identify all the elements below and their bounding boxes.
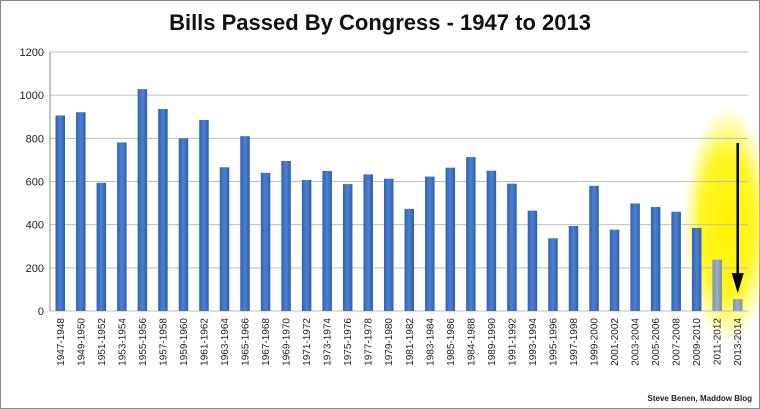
bar-1947-1948	[55, 115, 66, 311]
bar-1985-1986	[445, 167, 456, 311]
x-tick-label: 1967-1968	[261, 318, 272, 366]
bar-1965-1966	[240, 136, 250, 311]
bar-1979-1980	[383, 178, 394, 311]
x-tick-label: 2007-2008	[672, 318, 683, 366]
y-tick-label: 600	[26, 177, 44, 189]
x-tick-label: 1951-1952	[97, 318, 108, 366]
bar-1999-2000	[589, 185, 599, 311]
bar-1959-1960	[178, 138, 189, 311]
x-tick-label: 1975-1976	[343, 318, 354, 366]
x-tick-label: 1973-1974	[323, 318, 334, 366]
x-tick-label: 1983-1984	[425, 318, 436, 366]
x-tick-label: 2009-2010	[692, 318, 703, 366]
x-tick-label: 1949-1950	[76, 318, 87, 366]
x-tick-label: 1959-1960	[179, 318, 190, 366]
bar-1975-1976	[342, 184, 353, 311]
bar-2009-2010	[691, 227, 702, 311]
y-tick-label: 400	[26, 220, 44, 232]
bar-1977-1978	[363, 174, 373, 311]
x-tick-label: 1999-2000	[590, 318, 601, 366]
x-tick-label: 1984-1988	[466, 318, 477, 366]
bar-1951-1952	[96, 182, 107, 311]
bar-1993-1994	[527, 210, 538, 311]
bar-2001-2002	[609, 229, 620, 311]
bar-1995-1996	[548, 238, 558, 311]
bar-1997-1998	[568, 225, 579, 311]
x-tick-label: 1997-1998	[569, 318, 580, 366]
x-tick-label: 1953-1954	[117, 318, 128, 366]
bar-1963-1964	[219, 167, 230, 311]
bar-1973-1974	[322, 170, 332, 311]
bar-2007-2008	[671, 211, 681, 311]
bar-1957-1958	[158, 108, 168, 311]
bar-1991-1992	[507, 183, 517, 311]
x-tick-label: 1979-1980	[384, 318, 395, 366]
bar-1989-1990	[486, 170, 497, 311]
x-tick-label: 2003-2004	[631, 318, 642, 366]
x-tick-label: 2013-2014	[733, 318, 744, 366]
bar-1984-1988	[466, 157, 476, 311]
x-tick-label: 2005-2006	[651, 318, 662, 366]
bar-1955-1956	[137, 89, 148, 311]
x-tick-label: 1971-1972	[302, 318, 313, 366]
x-tick-label: 2001-2002	[610, 318, 621, 366]
x-tick-label: 1977-1978	[364, 318, 375, 366]
x-tick-label: 1991-1992	[507, 318, 518, 366]
y-tick-label: 800	[26, 133, 44, 145]
bar-1981-1982	[404, 208, 415, 311]
x-tick-label: 1981-1982	[405, 318, 416, 366]
x-tick-label: 1961-1962	[199, 318, 210, 366]
x-tick-label: 1947-1948	[56, 318, 67, 366]
x-tick-label: 1969-1970	[282, 318, 293, 366]
bar-2013-2014	[732, 299, 743, 311]
bar-1949-1950	[76, 112, 86, 311]
chart-title: Bills Passed By Congress - 1947 to 2013	[169, 10, 591, 35]
y-tick-label: 1000	[20, 90, 44, 102]
x-tick-label: 1955-1956	[138, 318, 149, 366]
x-tick-label: 1957-1958	[158, 318, 169, 366]
x-tick-label: 1985-1986	[446, 318, 457, 366]
bar-2011-2012	[712, 259, 722, 311]
bar-1969-1970	[281, 160, 291, 311]
bar-1983-1984	[425, 176, 435, 311]
y-tick-label: 0	[38, 306, 44, 318]
credit-text: Steve Benen, Maddow Blog	[647, 394, 752, 403]
x-tick-label: 1995-1996	[548, 318, 559, 366]
y-tick-label: 200	[26, 263, 44, 275]
bar-1953-1954	[117, 142, 127, 311]
x-tick-label: 2011-2012	[713, 318, 724, 366]
x-tick-label: 1993-1994	[528, 318, 539, 366]
x-tick-label: 1963-1964	[220, 318, 231, 366]
bar-2005-2006	[650, 206, 661, 311]
arrow-head	[731, 273, 744, 294]
x-tick-label: 1965-1966	[241, 318, 252, 366]
bar-2003-2004	[630, 203, 640, 311]
bar-1971-1972	[301, 179, 312, 311]
y-tick-label: 1200	[20, 47, 44, 59]
bar-1961-1962	[199, 119, 209, 311]
x-tick-label: 1989-1990	[487, 318, 498, 366]
bar-1967-1968	[260, 172, 271, 311]
down-arrow-annotation	[731, 143, 744, 294]
